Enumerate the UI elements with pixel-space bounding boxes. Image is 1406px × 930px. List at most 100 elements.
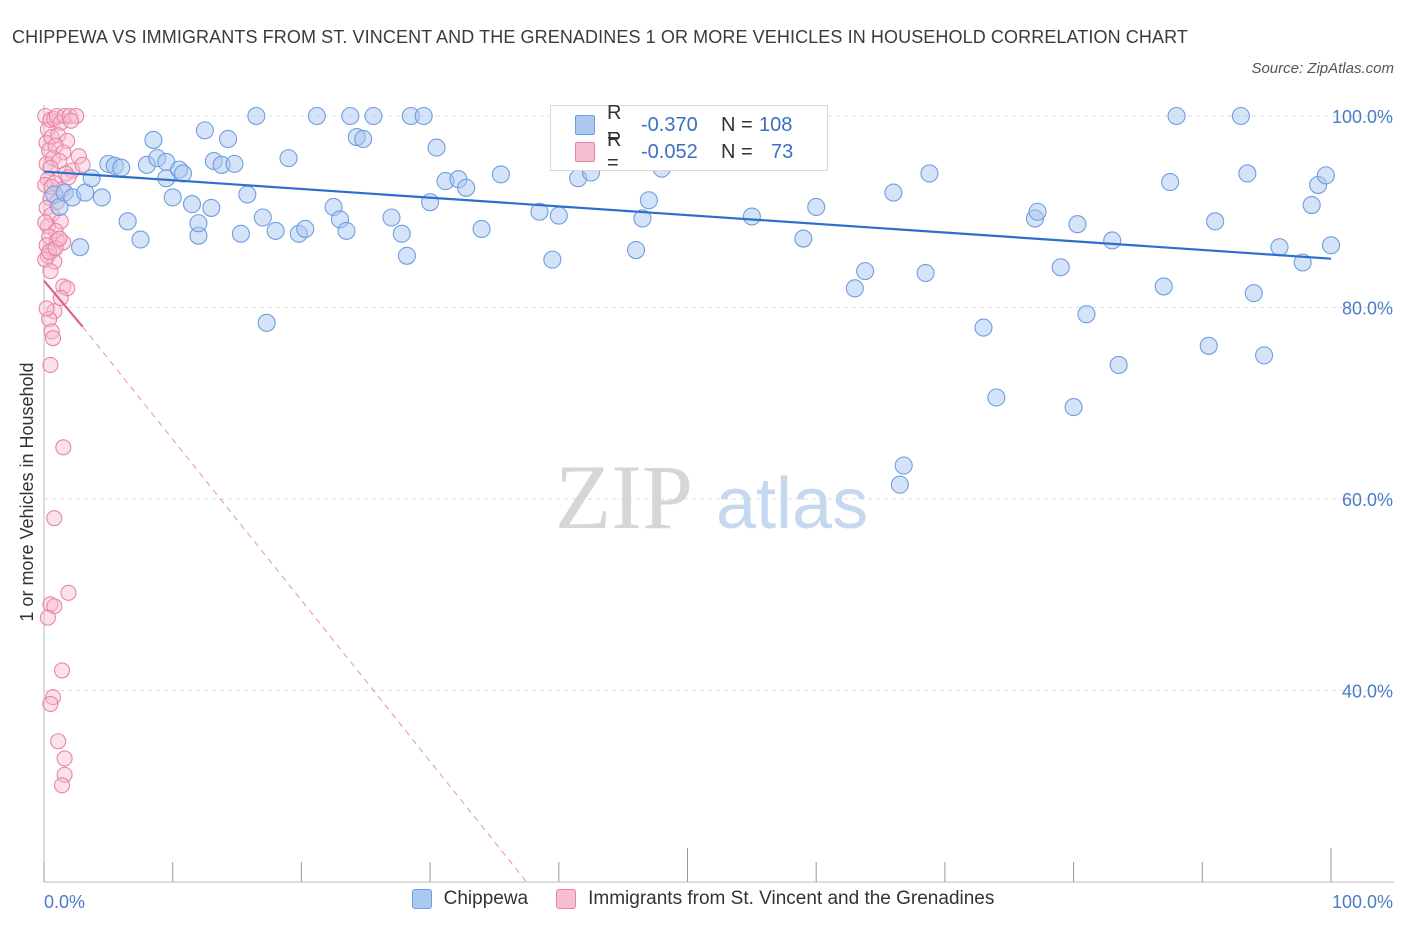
pink-point — [62, 112, 80, 129]
blue-point — [337, 221, 356, 240]
pink-point — [70, 148, 87, 165]
y-axis-label: 1 or more Vehicles in Household — [17, 362, 37, 621]
blue-point — [1231, 106, 1250, 126]
legend-n-label: N = — [721, 113, 753, 136]
blue-point — [118, 212, 137, 231]
blue-point — [543, 250, 562, 269]
series-legend: Chippewa Immigrants from St. Vincent and… — [0, 888, 1406, 910]
x-tick-label: 100.0% — [1332, 892, 1393, 912]
pink-point — [42, 356, 59, 374]
blue-point — [112, 158, 131, 177]
pink-point — [50, 733, 67, 750]
watermark-zip: ZIP — [555, 446, 693, 548]
blue-point — [1167, 106, 1186, 126]
blue-point — [247, 106, 266, 126]
blue-point — [82, 169, 101, 188]
blue-point — [279, 149, 298, 168]
pink-point — [38, 300, 55, 317]
blue-point — [382, 208, 401, 227]
pink-point — [50, 127, 67, 144]
blue-point — [472, 219, 491, 239]
blue-point — [807, 197, 826, 217]
legend-row-chippewa: R = -0.370 N = 108 — [575, 102, 793, 147]
legend-r-value: -0.370 — [641, 113, 698, 136]
trend-lines — [43, 170, 1332, 883]
legend-r-label: R = — [607, 102, 622, 147]
pink-point — [53, 662, 71, 679]
blue-point — [182, 195, 202, 214]
blue-point — [639, 191, 658, 210]
blue-point — [987, 388, 1006, 407]
blue-point — [742, 207, 761, 226]
blue-point — [238, 185, 257, 204]
blue-point — [1316, 166, 1335, 185]
blue-point — [218, 129, 238, 149]
blue-point — [1103, 231, 1122, 250]
blue-point — [491, 165, 510, 184]
pink-point — [42, 263, 59, 280]
blue-point — [195, 121, 214, 140]
blue-point — [392, 224, 411, 243]
legend-n-value: 73 — [771, 140, 794, 163]
blue-point — [633, 209, 652, 228]
blue-point — [457, 178, 476, 197]
immigrants-trend-line — [43, 279, 84, 328]
legend-swatch-blue — [575, 115, 595, 135]
blue-point — [354, 129, 373, 149]
blue-point — [202, 198, 221, 217]
y-tick-label: 80.0% — [1342, 299, 1393, 319]
series-name-chippewa: Chippewa — [443, 888, 529, 909]
pink-point — [74, 156, 91, 173]
blue-point — [1302, 195, 1321, 215]
series-legend-chippewa[interactable]: Chippewa — [411, 888, 529, 910]
blue-point — [1244, 284, 1263, 303]
pink-point — [52, 289, 69, 306]
series-swatch-pink — [556, 889, 577, 909]
blue-point — [427, 138, 446, 157]
blue-point — [296, 219, 315, 239]
series-name-immigrants: Immigrants from St. Vincent and the Gren… — [588, 888, 995, 909]
blue-point — [884, 183, 903, 202]
watermark-atlas: atlas — [716, 464, 868, 544]
blue-point — [1077, 305, 1096, 324]
x-tick-label: 0.0% — [44, 892, 85, 912]
tick-labels: 40.0% 60.0% 80.0% 100.0% 0.0% 100.0% — [44, 107, 1393, 912]
pink-point — [59, 280, 76, 297]
blue-point — [1321, 236, 1341, 255]
legend-r-value: -0.052 — [641, 140, 698, 163]
pink-point — [43, 129, 60, 146]
blue-point — [253, 208, 272, 227]
pink-point — [55, 144, 72, 161]
blue-point — [397, 246, 416, 265]
blue-point — [414, 106, 433, 126]
blue-point — [549, 206, 568, 225]
watermark: ZIP atlas — [555, 446, 868, 548]
legend-n-value: 108 — [759, 113, 793, 136]
blue-point — [364, 106, 383, 126]
blue-point — [1068, 215, 1087, 234]
blue-point — [225, 154, 244, 173]
blue-point — [92, 188, 111, 207]
blue-point — [1206, 212, 1225, 231]
legend-row-immigrants: R = -0.052 N = 73 — [575, 129, 794, 174]
blue-point — [1199, 336, 1218, 355]
blue-point — [1161, 173, 1180, 192]
legend-swatch-pink — [575, 142, 595, 162]
blue-point — [856, 262, 875, 281]
blue-point — [266, 221, 285, 240]
blue-point — [1051, 258, 1070, 277]
blue-point — [1064, 398, 1083, 417]
pink-point — [51, 230, 68, 247]
pink-point — [60, 584, 77, 601]
blue-point — [794, 229, 813, 248]
blue-point — [1255, 346, 1274, 365]
pink-point — [53, 777, 71, 794]
y-tick-label: 60.0% — [1342, 490, 1393, 510]
series-legend-immigrants[interactable]: Immigrants from St. Vincent and the Gren… — [556, 888, 994, 910]
pink-point — [55, 439, 72, 456]
blue-point — [131, 230, 150, 249]
blue-point — [144, 130, 163, 149]
blue-point — [916, 263, 935, 283]
blue-point — [1109, 355, 1128, 375]
blue-point — [1238, 164, 1257, 183]
